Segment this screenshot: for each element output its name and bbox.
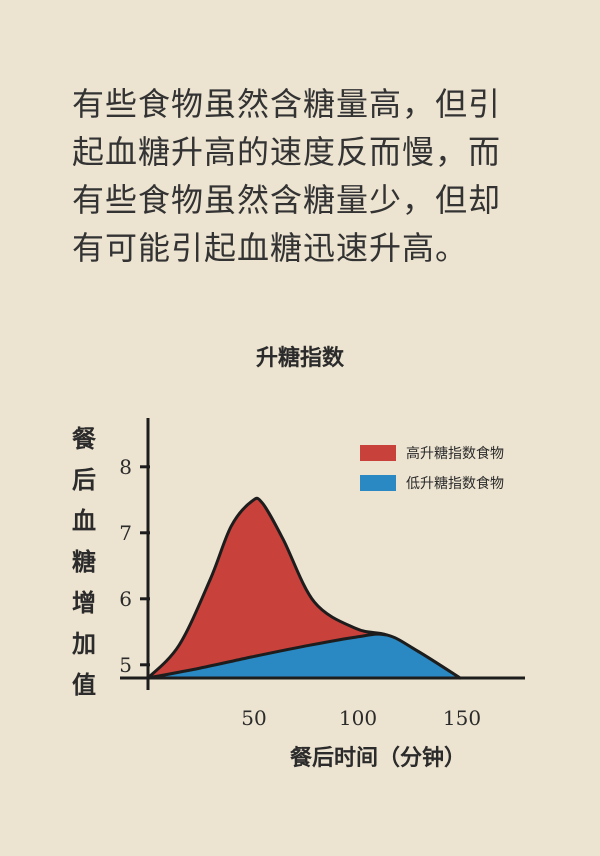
intro-text: 有些食物虽然含糖量高，但引 起血糖升高的速度反而慢，而 有些食物虽然含糖量少，但… bbox=[72, 80, 542, 272]
series-line-1 bbox=[146, 632, 462, 680]
y-axis-label: 餐 后 血 糖 增 加 值 bbox=[68, 418, 100, 705]
y-tick-label: 7 bbox=[119, 521, 132, 545]
y-tick-label: 5 bbox=[119, 653, 132, 677]
series-area-1 bbox=[148, 634, 460, 678]
x-tick-label: 100 bbox=[339, 706, 377, 730]
legend: 高升糖指数食物 低升糖指数食物 bbox=[360, 440, 504, 500]
legend-swatch-high bbox=[360, 445, 396, 461]
intro-line: 有些食物虽然含糖量高，但引 bbox=[72, 85, 502, 123]
y-tick-label: 8 bbox=[119, 455, 132, 479]
intro-line: 有可能引起血糖迅速升高。 bbox=[72, 229, 469, 267]
legend-label-high: 高升糖指数食物 bbox=[406, 446, 504, 462]
x-tick-label: 50 bbox=[241, 706, 266, 730]
y-axis-label-char: 值 bbox=[72, 670, 96, 699]
intro-line: 有些食物虽然含糖量少，但却 bbox=[72, 181, 502, 219]
x-tick-label: 150 bbox=[443, 706, 481, 730]
legend-item-low: 低升糖指数食物 bbox=[360, 470, 504, 496]
y-axis-label-char: 加 bbox=[72, 629, 96, 658]
y-axis-label-char: 后 bbox=[72, 465, 96, 494]
legend-item-high: 高升糖指数食物 bbox=[360, 440, 504, 466]
y-tick-label: 6 bbox=[119, 587, 132, 611]
y-axis-label-char: 血 bbox=[72, 506, 96, 535]
chart-title: 升糖指数 bbox=[255, 345, 344, 371]
y-axis-label-char: 糖 bbox=[72, 547, 96, 576]
series-area-0 bbox=[148, 498, 460, 678]
y-axis-label-char: 增 bbox=[72, 588, 96, 617]
legend-label-low: 低升糖指数食物 bbox=[406, 476, 504, 492]
intro-line: 起血糖升高的速度反而慢，而 bbox=[72, 133, 502, 171]
x-axis-label: 餐后时间（分钟） bbox=[290, 745, 467, 771]
legend-swatch-low bbox=[360, 475, 396, 491]
y-axis-label-char: 餐 bbox=[72, 424, 96, 453]
